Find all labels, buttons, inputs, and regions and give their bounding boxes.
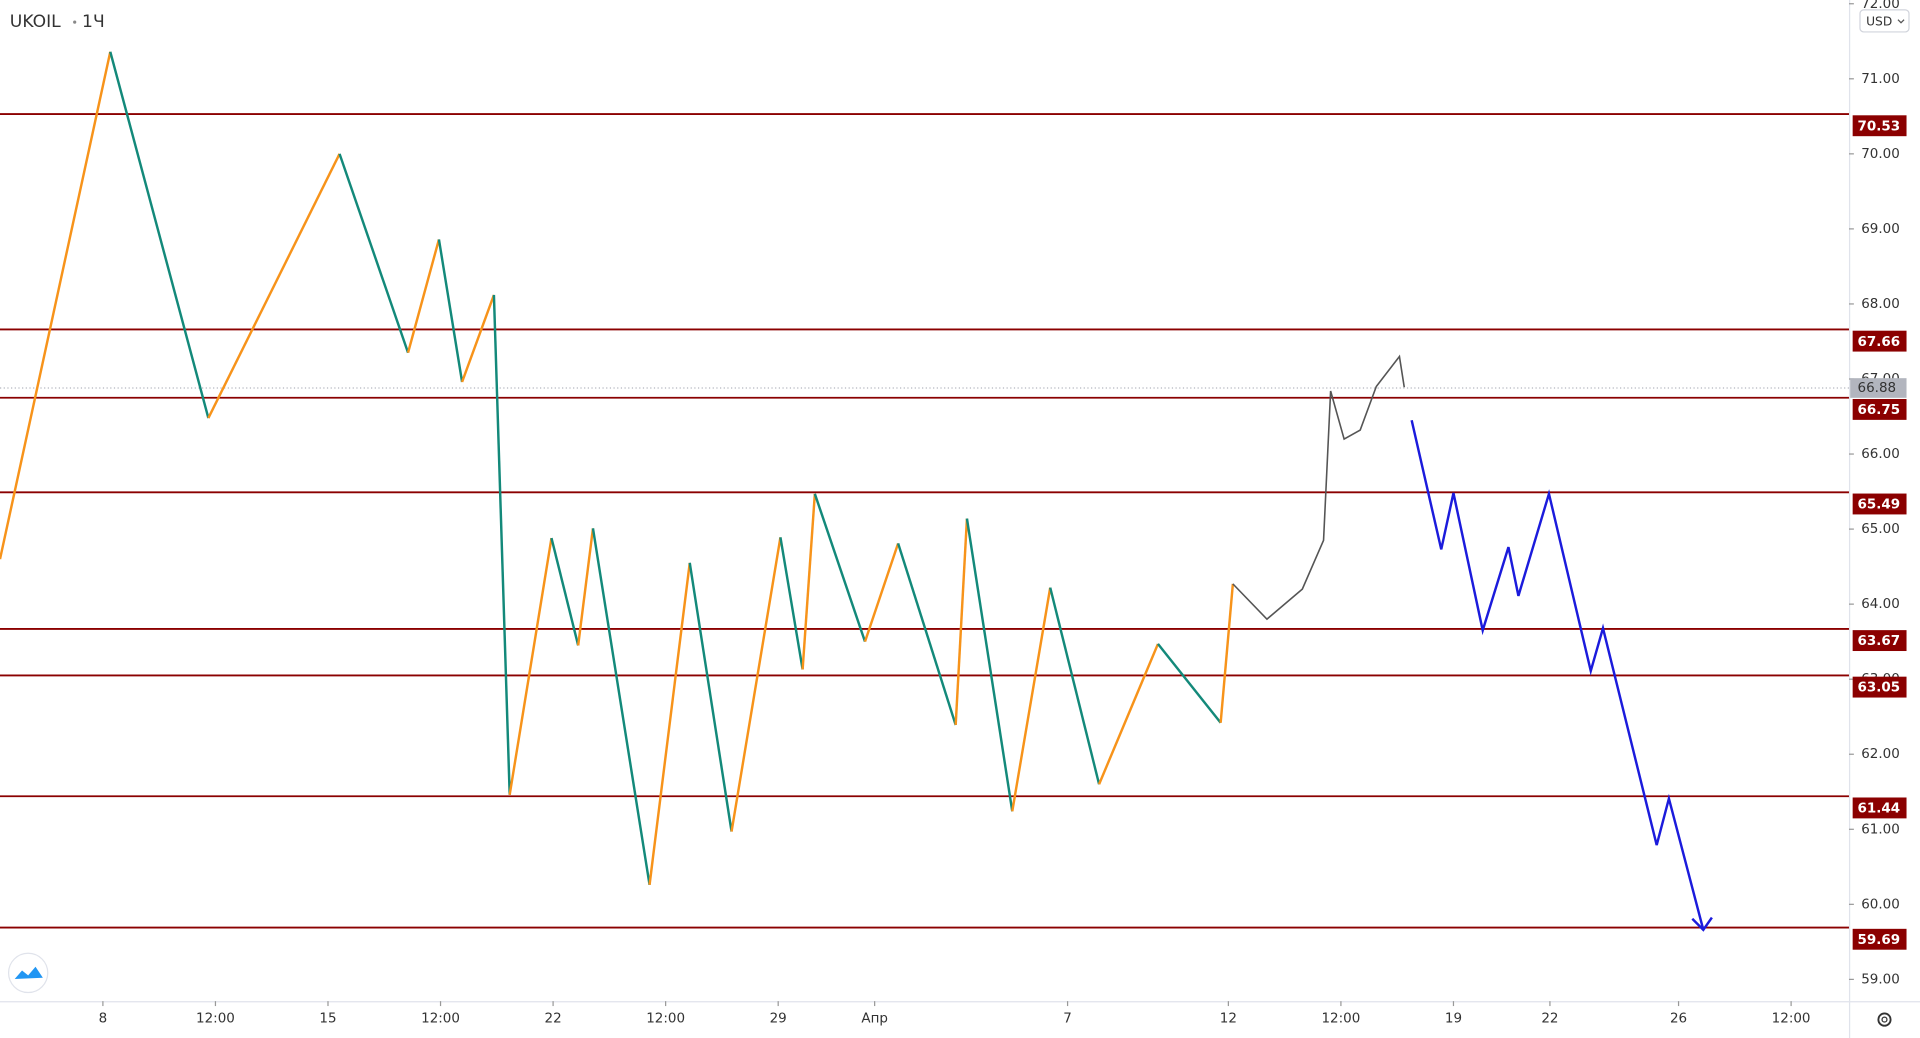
x-tick-label: 7	[1063, 1010, 1072, 1026]
level-label-box	[1852, 398, 1907, 420]
y-tick-label: 66.00	[1861, 446, 1900, 462]
y-tick-label: 72.00	[1861, 0, 1900, 12]
y-tick-label: 60.00	[1861, 896, 1900, 912]
level-label: 59.69	[1858, 932, 1901, 948]
x-tick-label: 12:00	[1322, 1010, 1361, 1026]
zigzag-segment	[437, 239, 464, 383]
zigzag-segment	[406, 239, 441, 354]
zigzag-segment	[460, 294, 496, 383]
x-tick-label: 22	[545, 1010, 562, 1026]
x-tick-label: 8	[99, 1010, 108, 1026]
zigzag-segment	[1011, 587, 1052, 812]
zigzag-segment	[508, 537, 553, 795]
level-label: 61.44	[1858, 801, 1901, 817]
level-label: 65.49	[1858, 497, 1901, 513]
zigzag-segment	[576, 528, 595, 646]
level-label: 70.53	[1858, 118, 1901, 134]
x-tick-label: 12:00	[196, 1010, 235, 1026]
gear[interactable]	[1877, 1012, 1892, 1027]
settings-button[interactable]	[1877, 1012, 1892, 1027]
y-tick-label: 69.00	[1861, 221, 1900, 237]
currency[interactable]: USD	[1866, 15, 1892, 29]
last-price-label: 66.88	[1858, 380, 1897, 396]
forecast-line	[1410, 419, 1705, 931]
interval: 1Ч	[82, 12, 105, 32]
x-tick-label: 12:00	[421, 1010, 460, 1026]
x-tick-label: 12	[1220, 1010, 1237, 1026]
logo-circle[interactable]	[7, 952, 49, 994]
x-tick-label: 22	[1541, 1010, 1558, 1026]
level-label-box	[1852, 115, 1907, 137]
chevron	[1897, 19, 1905, 24]
level-label-box	[1852, 676, 1907, 698]
symbol-header: UKOIL 1Ч	[10, 12, 105, 32]
last-price-box	[1850, 378, 1907, 398]
symbol: UKOIL	[10, 12, 61, 32]
y-tick-label: 68.00	[1861, 296, 1900, 312]
currency-box[interactable]	[1859, 9, 1910, 33]
price-line	[1232, 354, 1406, 621]
y-tick-label: 71.00	[1861, 71, 1900, 87]
zigzag-segment	[1156, 643, 1222, 724]
level-label-box	[1852, 330, 1907, 352]
gear-hub	[1881, 1016, 1888, 1023]
zigzag-segment	[0, 51, 112, 560]
level-label-box	[1852, 493, 1907, 515]
y-tick-label: 62.00	[1861, 746, 1900, 762]
level-label: 67.66	[1858, 334, 1901, 350]
y-tick-label: 64.00	[1861, 596, 1900, 612]
zigzag-segment	[813, 493, 867, 643]
x-tick-label: 29	[770, 1010, 787, 1026]
x-tick-label: 26	[1670, 1010, 1687, 1026]
zigzag-segment	[550, 537, 580, 646]
zigzag-segment	[730, 537, 782, 832]
level-label-box	[1852, 928, 1907, 950]
x-tick-label: 15	[319, 1010, 336, 1026]
level-label: 63.67	[1858, 633, 1901, 649]
level-label-box	[1852, 797, 1907, 819]
level-label: 63.05	[1858, 680, 1901, 696]
logo-mark	[14, 966, 43, 980]
level-label-box	[1852, 630, 1907, 652]
zigzag-segment	[1049, 587, 1101, 785]
x-tick-label: 19	[1445, 1010, 1462, 1026]
zigzag-segment	[1097, 643, 1160, 785]
zigzag-segment	[801, 493, 817, 670]
currency-button[interactable]: USD	[1859, 9, 1910, 33]
zigzag-segment	[954, 518, 969, 726]
zigzag-segment	[896, 542, 957, 726]
zigzag-segment	[648, 562, 691, 885]
y-tick-label: 61.00	[1861, 821, 1900, 837]
level-label: 66.75	[1858, 402, 1901, 418]
zigzag-segment	[338, 153, 410, 354]
zigzag-segment	[109, 51, 210, 419]
zigzag-segment	[492, 294, 511, 795]
zigzag-segment	[1219, 583, 1235, 723]
x-tick-label: Апр	[861, 1010, 888, 1026]
separator-dot	[73, 20, 77, 24]
zigzag-segment	[591, 528, 651, 886]
zigzag-segment	[863, 542, 900, 643]
zigzag-segment	[779, 537, 804, 670]
y-tick-label: 65.00	[1861, 521, 1900, 537]
zigzag-segment	[688, 562, 733, 832]
x-tick-label: 12:00	[646, 1010, 685, 1026]
y-tick-label: 70.00	[1861, 146, 1900, 162]
zigzag-segment	[965, 518, 1014, 812]
zigzag-segment	[207, 153, 341, 419]
y-tick-label: 59.00	[1861, 971, 1900, 987]
tv-logo[interactable]	[7, 952, 49, 994]
forecast-arrowhead	[1691, 916, 1713, 932]
x-tick-label: 12:00	[1772, 1010, 1811, 1026]
